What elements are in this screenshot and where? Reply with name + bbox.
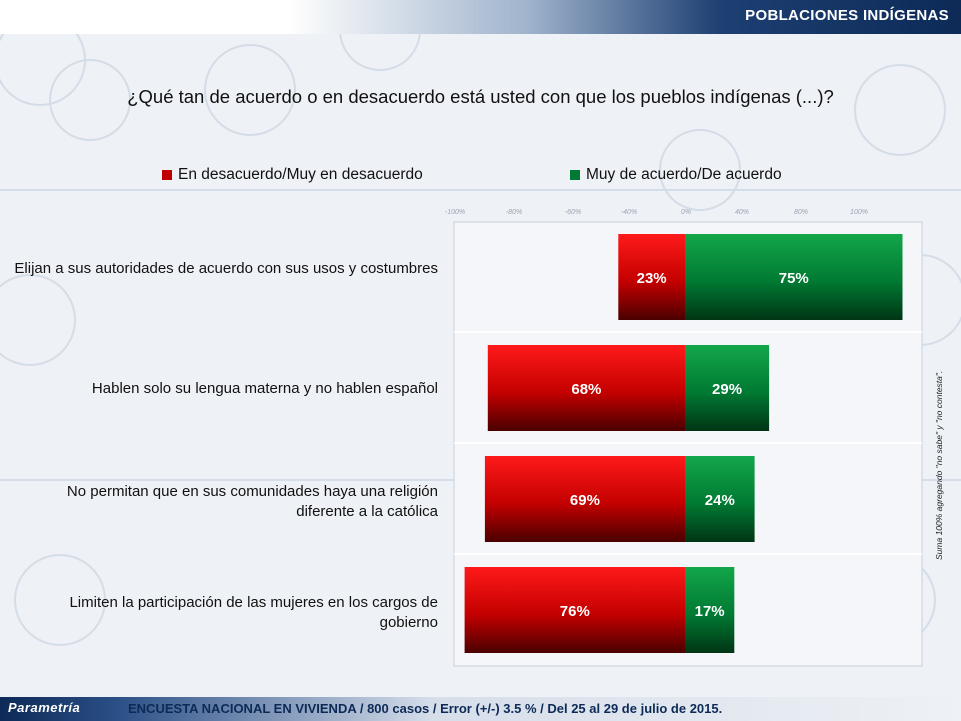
label-disagree-3: 69% <box>570 492 600 509</box>
x-tick-label: 40% <box>735 209 749 216</box>
bar-agree-3 <box>685 456 755 542</box>
x-tick-label: 80% <box>794 209 808 216</box>
x-tick-label: -40% <box>621 209 637 216</box>
label-agree-4: 17% <box>695 603 725 620</box>
bar-agree-4 <box>685 567 735 653</box>
header-bar: POBLACIONES INDÍGENAS <box>0 0 961 34</box>
row-label-4: Limiten la participación de las mujeres … <box>69 594 438 631</box>
label-disagree-2: 68% <box>571 381 601 398</box>
x-tick-label: 0% <box>681 209 691 216</box>
side-note: Suma 100% agregando "no sabe" y "no cont… <box>934 370 944 560</box>
label-agree-1: 75% <box>779 270 809 287</box>
x-tick-label: -60% <box>565 209 581 216</box>
row-label-3: No permitan que en sus comunidades haya … <box>66 483 438 520</box>
label-agree-3: 24% <box>705 492 735 509</box>
legend-item-agree: Muy de acuerdo/De acuerdo <box>570 166 782 184</box>
label-disagree-1: 23% <box>637 270 667 287</box>
footer-bar: Parametría ENCUESTA NACIONAL EN VIVIENDA… <box>0 697 961 721</box>
legend-item-disagree: En desacuerdo/Muy en desacuerdo <box>162 166 423 184</box>
bar-disagree-4 <box>464 567 685 653</box>
x-tick-label: 100% <box>850 209 868 216</box>
bar-agree-2 <box>685 345 770 431</box>
label-disagree-4: 76% <box>560 603 590 620</box>
bar-disagree-3 <box>484 456 685 542</box>
bar-agree-1 <box>685 234 903 320</box>
chart-title: ¿Qué tan de acuerdo o en desacuerdo está… <box>127 86 834 107</box>
footer-source: ENCUESTA NACIONAL EN VIVIENDA / 800 caso… <box>128 701 723 716</box>
legend-label-disagree: En desacuerdo/Muy en desacuerdo <box>178 166 423 183</box>
footer-logo: Parametría <box>8 700 81 715</box>
label-agree-2: 29% <box>712 381 742 398</box>
row-label-1: Elijan a sus autoridades de acuerdo con … <box>14 260 438 277</box>
legend-swatch-green <box>570 170 580 180</box>
bar-disagree-1 <box>618 234 685 320</box>
row-label-2: Hablen solo su lengua materna y no hable… <box>91 380 438 397</box>
legend-swatch-red <box>162 170 172 180</box>
x-tick-label: -80% <box>506 209 522 216</box>
x-tick-label: -100% <box>445 209 465 216</box>
bar-disagree-2 <box>487 345 685 431</box>
legend-label-agree: Muy de acuerdo/De acuerdo <box>586 166 782 183</box>
section-title: POBLACIONES INDÍGENAS <box>745 7 949 24</box>
